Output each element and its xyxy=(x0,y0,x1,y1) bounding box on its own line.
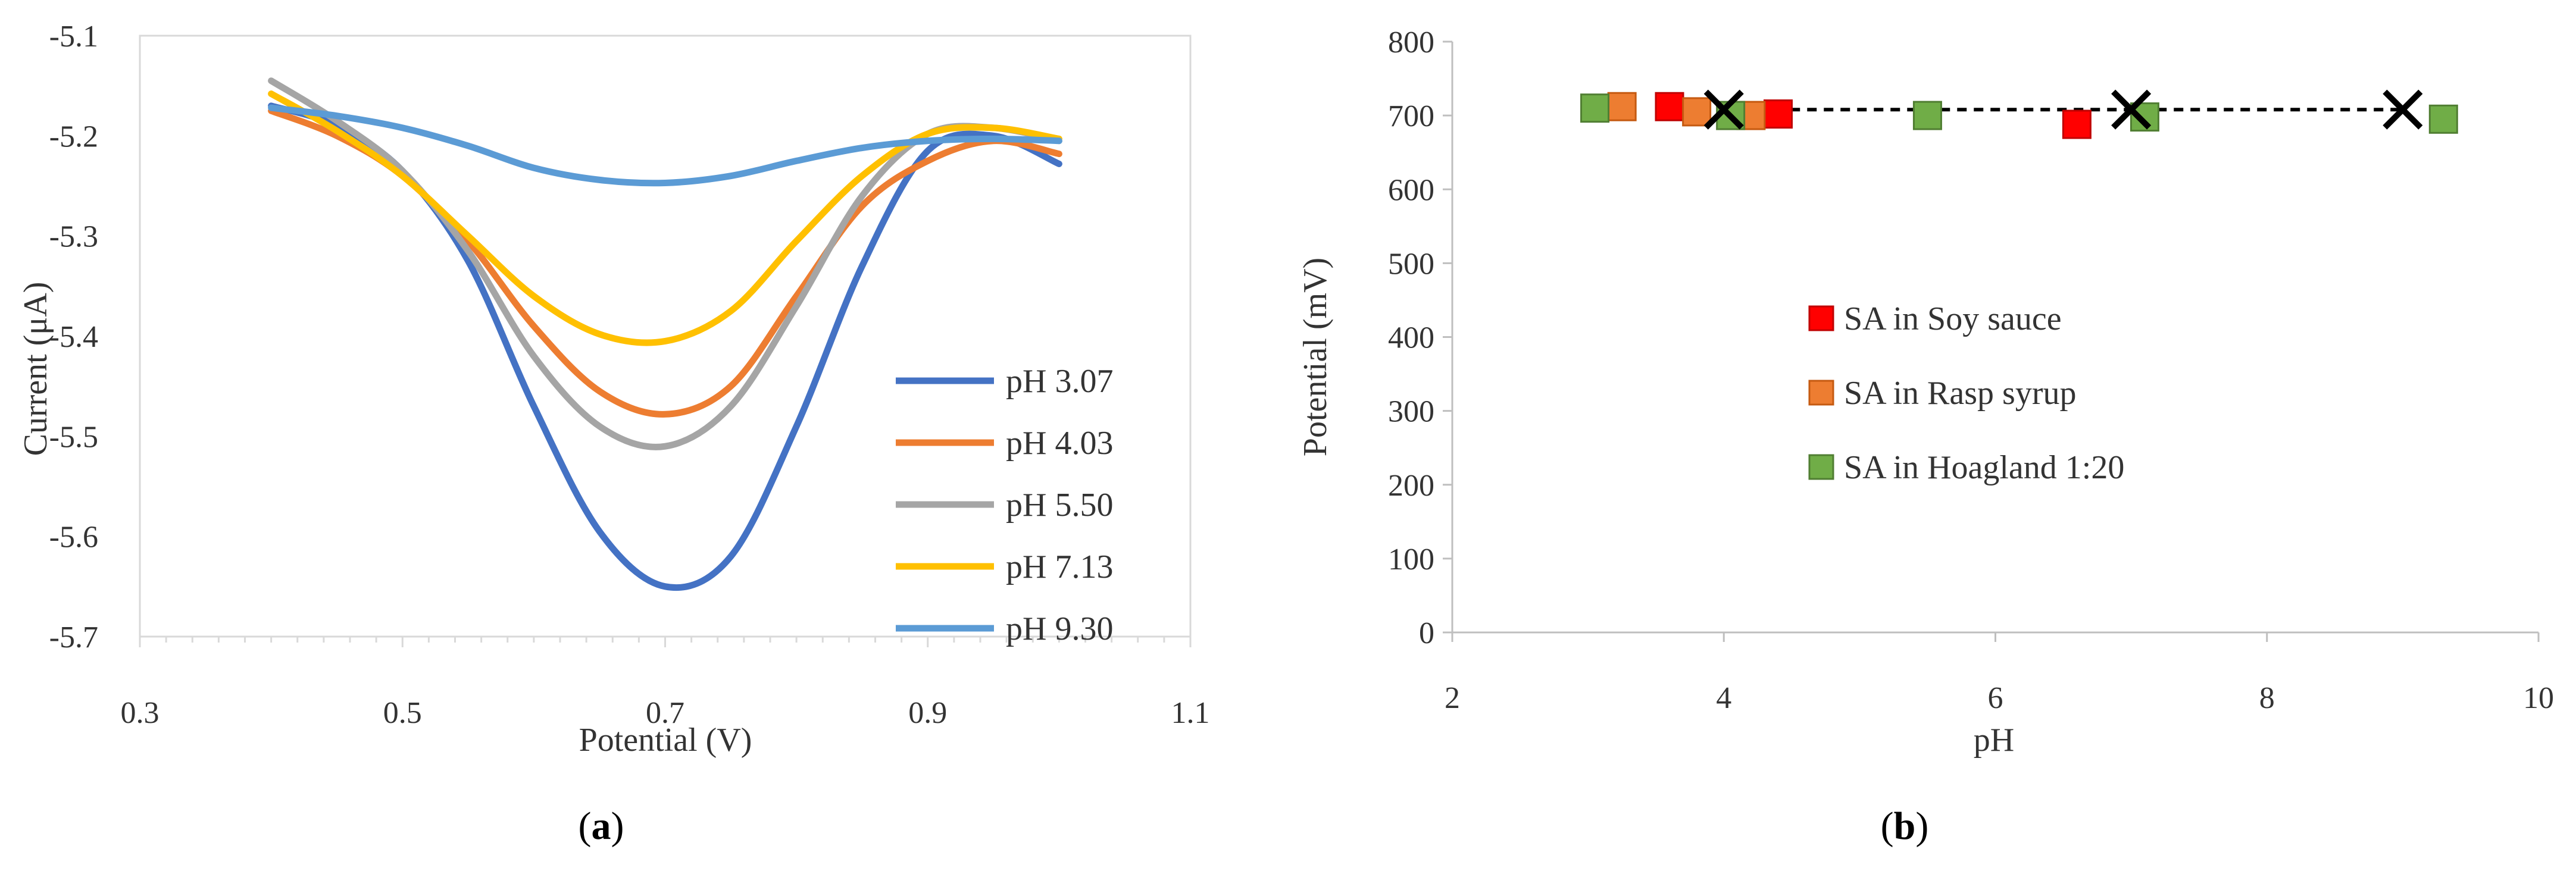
chart-a-panel-letter: a xyxy=(592,804,611,848)
chart-b-y-tick-label: 0 xyxy=(1419,616,1434,650)
chart-a-legend: pH 3.07 pH 4.03 pH 5.50 pH 7.13 pH 9.30 xyxy=(896,363,1113,647)
chart-a-y-tick-label: -5.2 xyxy=(49,120,98,153)
chart-a-x-axis-title: Potential (V) xyxy=(579,722,752,759)
chart-b-y-tick-label: 800 xyxy=(1388,26,1434,59)
chart-b-y-tick-label: 300 xyxy=(1388,395,1434,429)
chart-b-legend-label: SA in Soy sauce xyxy=(1844,300,2062,337)
chart-b-y-tick-label: 600 xyxy=(1388,173,1434,207)
chart-a-x-tick-label: 1.1 xyxy=(1171,696,1210,730)
chart-b-legend: SA in Soy sauce SA in Rasp syrup SA in Hoa… xyxy=(1808,300,2124,486)
chart-b-point-series-3 xyxy=(1912,101,1942,130)
chart-a-legend-label: pH 5.50 xyxy=(1006,487,1113,524)
chart-a-plot-area xyxy=(139,35,1192,638)
chart-a-y-tick-label: -5.3 xyxy=(49,220,98,254)
chart-a-x-tick-label: 0.9 xyxy=(908,696,947,730)
chart-a-y-ticks: -5.1 -5.2 -5.3 -5.4 -5.5 -5.6 -5.7 xyxy=(49,20,98,654)
chart-b-legend-swatch xyxy=(1808,380,1834,406)
chart-b-x-tick-label: 4 xyxy=(1716,681,1731,715)
chart-a-series-line-4 xyxy=(268,90,1062,346)
chart-b-reference-x-marker xyxy=(1703,89,1744,130)
chart-a-y-tick-label: -5.1 xyxy=(49,20,98,54)
chart-a-y-tick-label: -5.7 xyxy=(49,621,98,654)
chart-b-point-series-3 xyxy=(1580,93,1610,123)
chart-b: 0 100 200 300 400 500 600 700 800 2 4 6 8 10 SA in S… xyxy=(1297,26,2554,848)
chart-b-y-tick-label: 200 xyxy=(1388,469,1434,503)
chart-a-y-tick-label: -5.5 xyxy=(49,420,98,454)
chart-b-legend-swatch xyxy=(1808,305,1834,331)
chart-a-legend-label: pH 3.07 xyxy=(1006,363,1113,400)
chart-a: -5.1-5.2-5.3-5.4-5.5-5.6-5.7 0.3 0.5 0.7 0.… xyxy=(17,20,1210,848)
chart-a-legend-label: pH 4.03 xyxy=(1006,425,1113,462)
chart-b-x-marker-stroke xyxy=(2383,89,2423,130)
chart-b-panel-label: (b) xyxy=(1881,804,1929,848)
chart-a-y-tick-label: -5.4 xyxy=(49,320,98,354)
chart-b-x-axis-title: pH xyxy=(1974,722,2014,759)
chart-b-x-ticks: 2 4 6 8 10 xyxy=(1445,632,2554,715)
chart-b-y-axis-title: Potential (mV) xyxy=(1297,258,1334,456)
chart-b-x-tick-label: 10 xyxy=(2523,681,2554,715)
chart-a-y-tick-label: -5.6 xyxy=(49,521,98,554)
chart-b-x-tick-label: 8 xyxy=(2259,681,2275,715)
chart-a-x-tick-label: 0.3 xyxy=(121,696,160,730)
chart-b-x-tick-label: 2 xyxy=(1445,681,1460,715)
chart-a-legend-label: pH 7.13 xyxy=(1006,549,1113,585)
chart-b-legend-label: SA in Rasp syrup xyxy=(1844,375,2077,412)
chart-b-point-series-1 xyxy=(1655,92,1684,121)
chart-b-y-tick-label: 700 xyxy=(1388,99,1434,133)
chart-b-legend-swatch xyxy=(1808,454,1834,480)
chart-a-y-axis-title: Current (μA) xyxy=(17,282,54,456)
chart-a-series xyxy=(268,77,1062,591)
chart-b-series xyxy=(1580,92,2458,139)
chart-b-point-series-2 xyxy=(1682,97,1712,127)
chart-b-point-series-1 xyxy=(2062,109,2092,139)
chart-b-y-ticks: 0 100 200 300 400 500 600 700 800 xyxy=(1388,26,1452,650)
chart-b-point-series-2 xyxy=(1607,92,1637,121)
chart-b-panel-letter: b xyxy=(1894,804,1916,848)
chart-b-point-series-1 xyxy=(1764,99,1793,129)
chart-b-reference-x-marker xyxy=(2111,89,2152,130)
chart-b-y-tick-label: 100 xyxy=(1388,543,1434,577)
chart-a-x-tick-label: 0.7 xyxy=(646,696,684,730)
chart-a-x-tick-label: 0.5 xyxy=(383,696,422,730)
chart-b-reference-x-marker xyxy=(2383,89,2423,130)
chart-b-legend-label: SA in Hoagland 1:20 xyxy=(1844,449,2124,486)
chart-b-reference-markers xyxy=(1703,89,2423,130)
chart-b-point-series-3 xyxy=(2428,104,2458,134)
chart-a-minor-ticks xyxy=(139,637,1192,647)
chart-b-y-tick-label: 500 xyxy=(1388,247,1434,281)
chart-b-x-marker-stroke xyxy=(1703,89,1744,130)
chart-b-y-tick-label: 400 xyxy=(1388,321,1434,355)
chart-a-panel-label: (a) xyxy=(579,804,624,848)
chart-b-x-tick-label: 6 xyxy=(1988,681,2003,715)
chart-a-legend-label: pH 9.30 xyxy=(1006,610,1113,647)
chart-b-x-marker-stroke xyxy=(2111,89,2152,130)
chart-a-x-ticks: 0.3 0.5 0.7 0.9 1.1 xyxy=(121,696,1210,730)
chart-a-series-line-5 xyxy=(268,104,1062,187)
